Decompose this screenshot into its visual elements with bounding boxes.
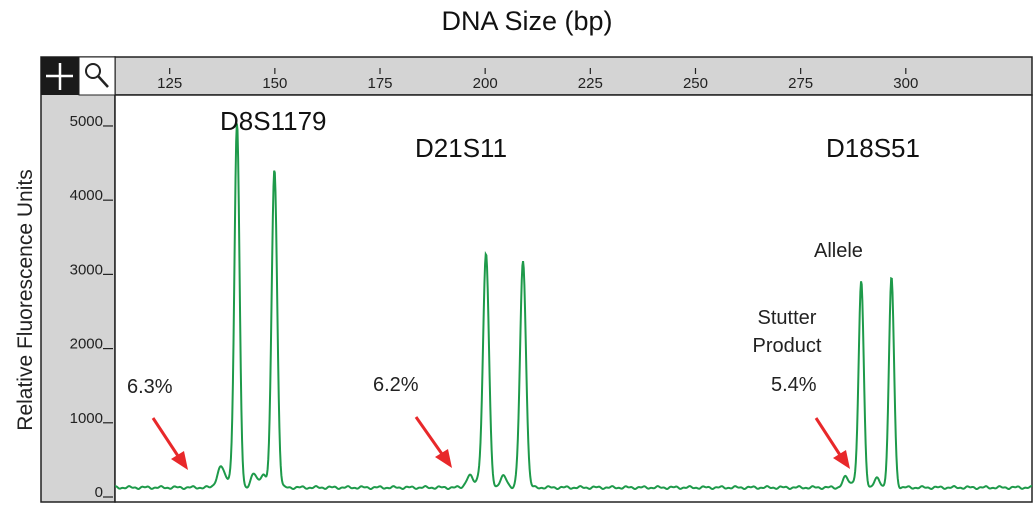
locus-label-d21s11: D21S11 (415, 133, 507, 163)
y-tick-label: 1000 (70, 410, 103, 427)
y-tick-label: 2000 (70, 336, 103, 353)
stutter-label-line2: Product (753, 335, 822, 357)
percent-label-2: 6.2% (373, 374, 419, 396)
arrow-icon-1 (151, 417, 188, 470)
percent-label-3: 5.4% (771, 374, 817, 396)
x-tick-label: 250 (683, 75, 708, 92)
plot-area (114, 94, 1033, 503)
magnifier-icon[interactable] (78, 56, 116, 96)
trace-layer (114, 123, 1033, 491)
top-axis-panel (114, 56, 1033, 96)
locus-label-d18s51: D18S51 (826, 133, 920, 163)
crosshair-icon[interactable] (41, 57, 79, 95)
allele-label: Allele (814, 240, 863, 262)
arrow-icon-2 (414, 416, 452, 468)
x-tick-label: 200 (473, 75, 498, 92)
chart-title: DNA Size (bp) (441, 6, 612, 36)
arrow-icon-3 (814, 417, 850, 469)
x-axis-ticks: 125 150 175 200 225 250 275 300 (157, 68, 918, 92)
y-axis-ticks: 0 1000 2000 3000 4000 5000 (70, 113, 113, 501)
y-tick-label: 5000 (70, 113, 103, 130)
left-axis-panel (40, 56, 116, 503)
y-tick-label: 4000 (70, 187, 103, 204)
x-tick-label: 125 (157, 75, 182, 92)
stutter-label-line1: Stutter (758, 307, 817, 329)
percent-label-1: 6.3% (127, 376, 173, 398)
x-tick-label: 300 (893, 75, 918, 92)
x-tick-label: 175 (367, 75, 392, 92)
y-tick-label: 3000 (70, 261, 103, 278)
x-tick-label: 225 (578, 75, 603, 92)
y-axis-title: Relative Fluorescence Units (14, 169, 37, 430)
y-tick-label: 0 (95, 484, 103, 501)
locus-label-d8s1179: D8S1179 (220, 106, 327, 136)
x-tick-label: 150 (262, 75, 287, 92)
fluorescence-trace (114, 123, 1033, 491)
x-tick-label: 275 (788, 75, 813, 92)
